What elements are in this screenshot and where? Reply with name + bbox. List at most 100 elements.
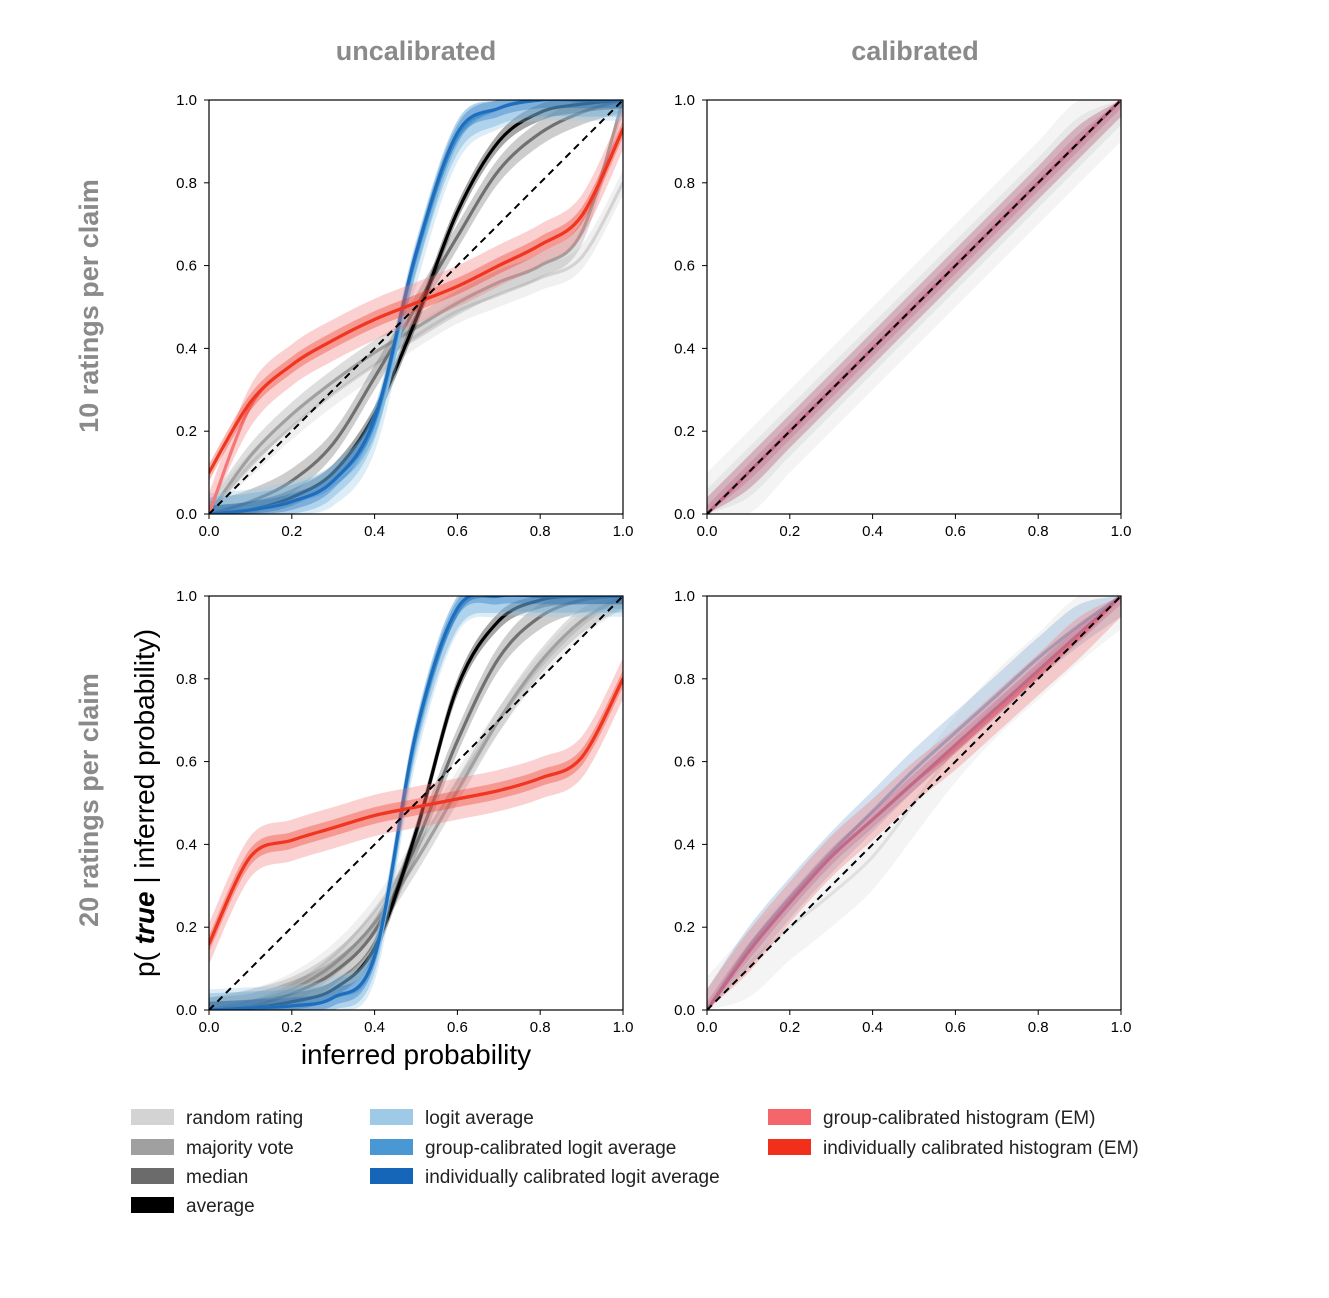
legend-swatch: [131, 1139, 174, 1155]
legend-item-median: median: [131, 1167, 248, 1188]
y-axis-label-italic: true: [129, 891, 160, 944]
legend: random rating majority vote median average l…: [131, 1108, 1139, 1217]
y-axis-label-suffix: | inferred probability): [129, 629, 160, 892]
series-band-individually-calibrated-histogram-em-: [209, 120, 623, 481]
column-title-calibrated: calibrated: [851, 36, 979, 66]
x-tick-label: 0.4: [364, 1019, 385, 1036]
plot-area-2: [209, 596, 623, 1010]
chart-panel-1: 0.0 0.2 0.4 0.6 0.8 1.0 0.0 0.2 0.4 0.6 0.8 1.0: [674, 92, 1131, 540]
series-line-individually-calibrated-histogram-em-: [707, 596, 1121, 1010]
legend-label: logit average: [425, 1108, 534, 1129]
chart-panel-0: 0.0 0.2 0.4 0.6 0.8 1.0 0.0 0.2 0.4 0.6 0.8 1.0: [176, 92, 633, 540]
x-tick-label: 0.2: [779, 523, 800, 540]
y-tick-label: 0.0: [674, 1002, 695, 1019]
x-tick-label: 0.0: [199, 1019, 220, 1036]
x-tick-label: 1.0: [613, 1019, 634, 1036]
x-tick-label: 0.8: [530, 523, 551, 540]
plot-area-3: [707, 596, 1121, 1010]
x-axis-label: inferred probability: [301, 1039, 531, 1070]
series-line-average: [209, 100, 623, 514]
y-tick-label: 1.0: [176, 92, 197, 109]
legend-item-average: average: [131, 1196, 255, 1217]
chart-panel-3: 0.0 0.2 0.4 0.6 0.8 1.0 0.0 0.2 0.4 0.6 0.8 1.0: [674, 588, 1131, 1036]
y-tick-label: 0.4: [176, 340, 197, 357]
series-line-individually-calibrated-histogram-em-: [209, 127, 623, 475]
x-tick-label: 0.2: [281, 1019, 302, 1036]
y-tick-label: 0.6: [176, 754, 197, 771]
plot-frame-0: [208, 99, 624, 515]
y-tick-label: 0.4: [674, 340, 695, 357]
legend-label: median: [186, 1167, 248, 1188]
y-axis-label-prefix: p(: [129, 944, 160, 977]
legend-swatch: [370, 1168, 413, 1184]
plot-frame-2: [208, 595, 624, 1011]
y-tick-label: 0.0: [176, 1002, 197, 1019]
x-tick-label: 0.2: [779, 1019, 800, 1036]
legend-label: group-calibrated histogram (EM): [823, 1108, 1095, 1129]
y-tick-label: 0.4: [674, 836, 695, 853]
y-tick-label: 0.8: [176, 671, 197, 688]
legend-item-majority-vote: majority vote: [131, 1138, 294, 1159]
legend-swatch: [768, 1139, 811, 1155]
series-line-random-rating: [209, 596, 623, 1010]
y-tick-label: 0.6: [674, 754, 695, 771]
series-line-perfect-calibration: [209, 596, 623, 1010]
legend-label: group-calibrated logit average: [425, 1138, 676, 1159]
row-title-10-ratings: 10 ratings per claim: [74, 179, 104, 433]
series-line-average: [209, 596, 623, 1010]
x-tick-label: 0.8: [1028, 1019, 1049, 1036]
x-tick-label: 0.0: [697, 1019, 718, 1036]
legend-label: random rating: [186, 1108, 303, 1129]
series-line-group-calibrated-logit-average: [707, 596, 1121, 1010]
series-line-majority-vote: [209, 100, 623, 514]
legend-swatch: [131, 1197, 174, 1213]
x-tick-label: 0.6: [447, 523, 468, 540]
y-tick-label: 0.0: [674, 506, 695, 523]
x-tick-label: 0.6: [945, 523, 966, 540]
y-tick-label: 0.0: [176, 506, 197, 523]
series-line-median: [209, 596, 623, 1010]
y-tick-label: 0.6: [176, 258, 197, 275]
legend-swatch: [131, 1109, 174, 1125]
series-band-majority-vote: [209, 596, 623, 1010]
legend-item-group-calibrated-logit-average: group-calibrated logit average: [370, 1138, 676, 1159]
series-line-individually-calibrated-histogram-em-: [209, 677, 623, 946]
legend-item-logit-average: logit average: [370, 1108, 534, 1129]
legend-label: majority vote: [186, 1138, 294, 1159]
y-tick-label: 0.4: [176, 836, 197, 853]
series-band-group-calibrated-histogram-em-: [209, 108, 623, 514]
legend-label: average: [186, 1196, 255, 1217]
plot-frame-3: [706, 595, 1122, 1011]
legend-item-random-rating: random rating: [131, 1108, 303, 1129]
x-tick-label: 0.8: [530, 1019, 551, 1036]
legend-swatch: [370, 1139, 413, 1155]
column-title-uncalibrated: uncalibrated: [336, 36, 497, 66]
x-tick-label: 0.6: [945, 1019, 966, 1036]
series-line-individually-calibrated-logit-average: [209, 596, 623, 1010]
x-tick-label: 0.4: [364, 523, 385, 540]
legend-item-group-calibrated-histogram-em-: group-calibrated histogram (EM): [768, 1108, 1095, 1129]
y-tick-label: 1.0: [674, 92, 695, 109]
x-tick-label: 0.4: [862, 523, 883, 540]
legend-swatch: [131, 1168, 174, 1184]
legend-item-individually-calibrated-histogram-em-: individually calibrated histogram (EM): [768, 1138, 1139, 1159]
y-tick-label: 0.8: [674, 671, 695, 688]
y-tick-label: 1.0: [674, 588, 695, 605]
y-tick-label: 0.2: [176, 919, 197, 936]
series-line-perfect-calibration: [707, 100, 1121, 514]
legend-label: individually calibrated histogram (EM): [823, 1138, 1139, 1159]
x-tick-label: 1.0: [1111, 1019, 1132, 1036]
series-line-random-rating: [209, 181, 623, 514]
legend-label: individually calibrated logit average: [425, 1167, 720, 1188]
chart-panel-2: 0.0 0.2 0.4 0.6 0.8 1.0 0.0 0.2 0.4 0.6 0.8 1.0: [176, 588, 634, 1036]
y-tick-label: 0.2: [674, 423, 695, 440]
plot-area-1: [707, 100, 1121, 514]
legend-swatch: [768, 1109, 811, 1125]
x-tick-label: 1.0: [613, 523, 634, 540]
series-band-individually-calibrated-histogram-em-: [209, 670, 623, 952]
series-line-perfect-calibration: [707, 596, 1121, 1010]
series-line-perfect-calibration: [209, 100, 623, 514]
legend-item-individually-calibrated-logit-average: individually calibrated logit average: [370, 1167, 720, 1188]
legend-swatch: [370, 1109, 413, 1125]
